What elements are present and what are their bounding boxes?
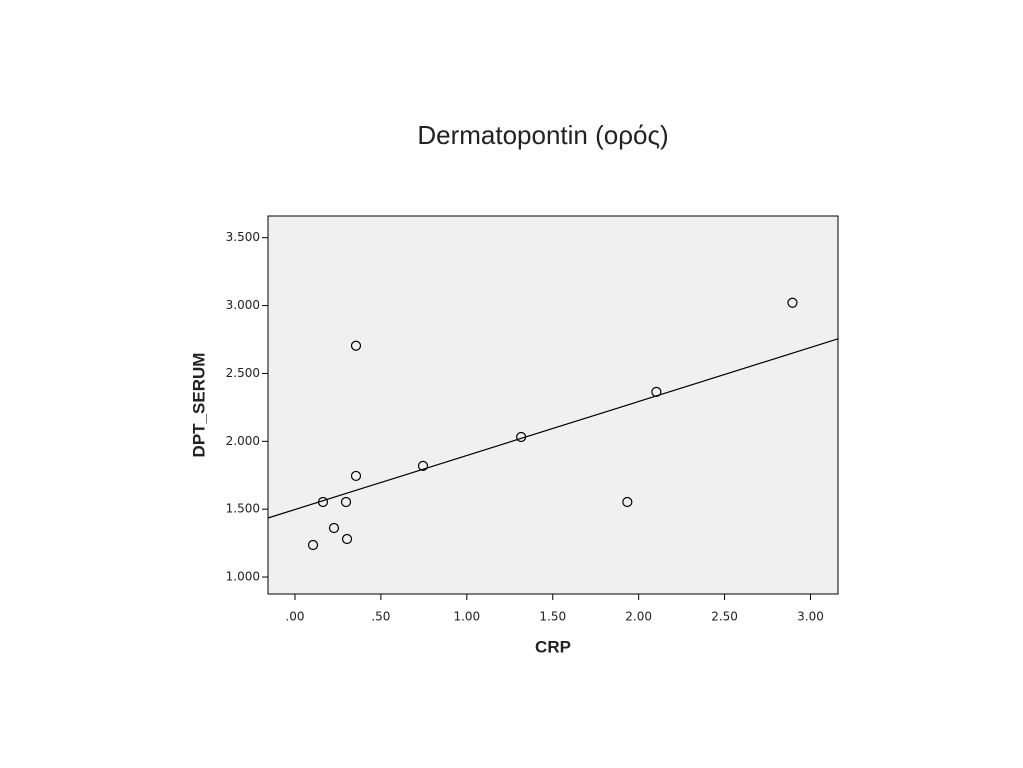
x-tick-label: .50 — [371, 610, 390, 624]
y-tick-label: 1.500 — [226, 502, 260, 516]
point — [350, 340, 362, 351]
point — [417, 460, 429, 471]
point — [341, 533, 353, 545]
plot-area — [267, 215, 839, 595]
point — [317, 496, 329, 508]
x-tick-label: 3.00 — [797, 610, 824, 624]
point — [622, 496, 633, 508]
x-tick-label: .00 — [285, 610, 304, 624]
x-tick-label: 1.50 — [539, 610, 566, 624]
y-tick-label: 3.000 — [226, 298, 260, 312]
chart-title: Dermatopontin (ορός) — [417, 120, 668, 150]
y-tick-label: 1.000 — [226, 570, 260, 584]
fit-line — [267, 338, 839, 519]
point — [350, 470, 362, 482]
point — [787, 297, 798, 308]
x-tick-label: 2.00 — [625, 610, 652, 624]
y-tick-label: 2.000 — [226, 434, 260, 448]
x-tick-label: 2.50 — [711, 610, 738, 624]
x-axis-label: CRP — [535, 637, 571, 656]
point — [328, 522, 340, 534]
point — [651, 386, 662, 398]
y-tick-label: 2.500 — [226, 366, 260, 380]
x-tick-label: 1.00 — [453, 610, 480, 624]
point — [516, 431, 527, 443]
point — [340, 496, 352, 508]
y-tick-label: 3.500 — [226, 230, 260, 244]
y-axis-label: DPT_SERUM — [189, 353, 208, 458]
point — [307, 539, 319, 551]
